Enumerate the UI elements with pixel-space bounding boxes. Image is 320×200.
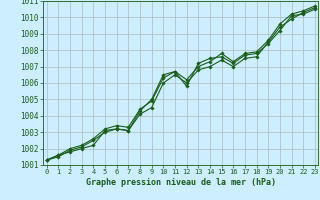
X-axis label: Graphe pression niveau de la mer (hPa): Graphe pression niveau de la mer (hPa) xyxy=(86,178,276,187)
